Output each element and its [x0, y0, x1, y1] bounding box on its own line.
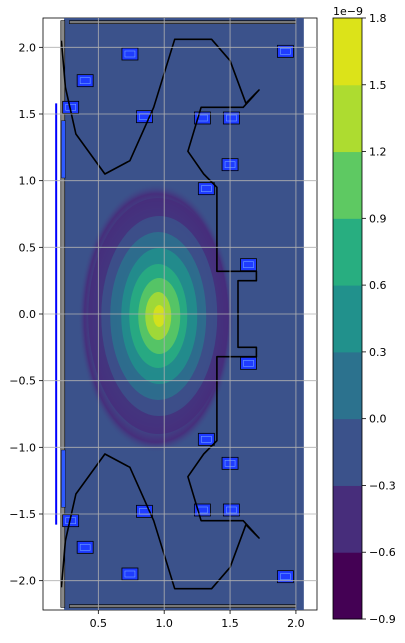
x-tick-label: 0.5: [90, 617, 108, 630]
colorbar-tick-label: 0.3: [369, 346, 387, 359]
colorbar-segment: [333, 151, 362, 219]
coil-winding: [243, 261, 254, 268]
colorbar-segment: [333, 485, 362, 553]
coil-winding: [280, 573, 291, 580]
solenoid-segment: [61, 449, 66, 508]
coil-winding: [79, 544, 91, 551]
y-tick-label: 1.0: [19, 175, 37, 188]
grid-lines: [43, 18, 317, 610]
coil: [121, 567, 139, 581]
colorbar-segment: [333, 84, 362, 153]
x-axis: 0.5 1.0 1.5 2.0: [90, 610, 305, 630]
coil: [240, 258, 257, 272]
y-tick-label: 1.5: [19, 108, 37, 121]
colorbar-exponent-label: 1e−9: [333, 5, 363, 18]
bottom-frame: [69, 604, 297, 608]
y-axis: 2.0 1.5 1.0 0.5 0.0 −0.5 −1.0 −1.5 −2.0: [9, 41, 43, 588]
colorbar-tick-label: 1.8: [369, 12, 387, 25]
top-frame: [69, 20, 297, 24]
colorbar: 1.8 1.5 1.2 0.9 0.6 0.3 0.0 −0.3 −0.6 −0.9: [332, 12, 396, 626]
colorbar-tick-label: −0.3: [369, 479, 396, 492]
colorbar-tick-label: 1.2: [369, 146, 387, 159]
coil: [76, 74, 94, 88]
coil-winding: [201, 185, 212, 192]
solenoid-segment: [61, 120, 66, 179]
colorbar-tick-label: 0.0: [369, 413, 387, 426]
coil-winding: [124, 570, 136, 578]
colorbar-frame: [332, 17, 363, 620]
y-tick-label: −0.5: [9, 375, 36, 388]
coil: [240, 356, 257, 370]
y-tick-label: 2.0: [19, 41, 37, 54]
colorbar-tick-label: −0.6: [369, 546, 396, 559]
coil-winding: [226, 506, 237, 514]
coil-winding: [226, 114, 237, 122]
x-tick-label: 1.5: [221, 617, 239, 630]
colorbar-segment: [333, 285, 362, 353]
coil: [76, 540, 94, 554]
contour-level: [153, 305, 166, 327]
colorbar-segment: [333, 351, 362, 420]
colorbar-segment: [333, 552, 362, 620]
coil-winding: [79, 77, 91, 84]
coil-winding: [201, 436, 212, 443]
plot-content: [55, 18, 304, 610]
coil-winding: [280, 48, 291, 55]
coil-winding: [243, 360, 254, 367]
coil: [197, 432, 215, 446]
y-tick-label: −1.5: [9, 508, 36, 521]
colorbar-tick-label: 1.5: [369, 79, 387, 92]
colorbar-tick-label: 0.6: [369, 279, 387, 292]
y-tick-label: 0.0: [19, 308, 37, 321]
colorbar-tick-label: −0.9: [369, 613, 396, 626]
coil: [121, 47, 139, 61]
colorbar-segment: [333, 18, 362, 86]
x-tick-label: 2.0: [287, 617, 305, 630]
colorbar-tick-label: 0.9: [369, 212, 387, 225]
y-tick-label: 0.5: [19, 241, 37, 254]
coil: [197, 182, 215, 196]
colorbar-segment: [333, 218, 362, 286]
y-tick-label: −2.0: [9, 575, 36, 588]
colorbar-segment: [333, 418, 362, 486]
y-tick-label: −1.0: [9, 441, 36, 454]
x-tick-label: 1.0: [155, 617, 173, 630]
coil-winding: [124, 50, 136, 58]
